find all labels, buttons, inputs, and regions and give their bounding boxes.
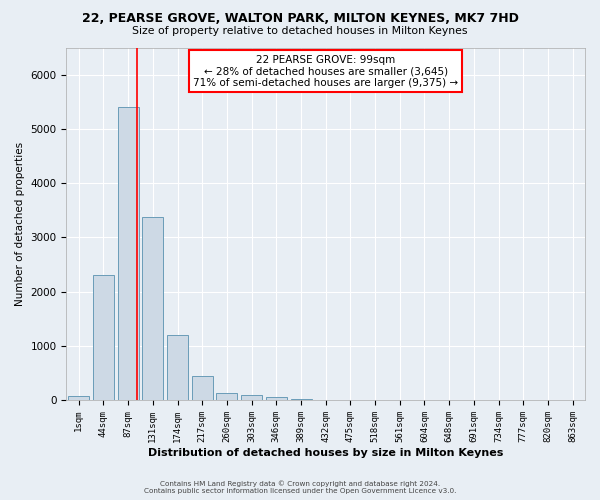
Bar [290, 399, 311, 400]
Y-axis label: Number of detached properties: Number of detached properties [15, 142, 25, 306]
Text: 22, PEARSE GROVE, WALTON PARK, MILTON KEYNES, MK7 7HD: 22, PEARSE GROVE, WALTON PARK, MILTON KE… [82, 12, 518, 26]
Bar [217, 393, 238, 400]
Text: Contains HM Land Registry data © Crown copyright and database right 2024.
Contai: Contains HM Land Registry data © Crown c… [144, 480, 456, 494]
X-axis label: Distribution of detached houses by size in Milton Keynes: Distribution of detached houses by size … [148, 448, 503, 458]
Text: 22 PEARSE GROVE: 99sqm
← 28% of detached houses are smaller (3,645)
71% of semi-: 22 PEARSE GROVE: 99sqm ← 28% of detached… [193, 54, 458, 88]
Bar [142, 216, 163, 400]
Text: Size of property relative to detached houses in Milton Keynes: Size of property relative to detached ho… [132, 26, 468, 36]
Bar [266, 398, 287, 400]
Bar [241, 395, 262, 400]
Bar [192, 376, 213, 400]
Bar [68, 396, 89, 400]
Bar [118, 107, 139, 400]
Bar [167, 335, 188, 400]
Bar [93, 276, 114, 400]
